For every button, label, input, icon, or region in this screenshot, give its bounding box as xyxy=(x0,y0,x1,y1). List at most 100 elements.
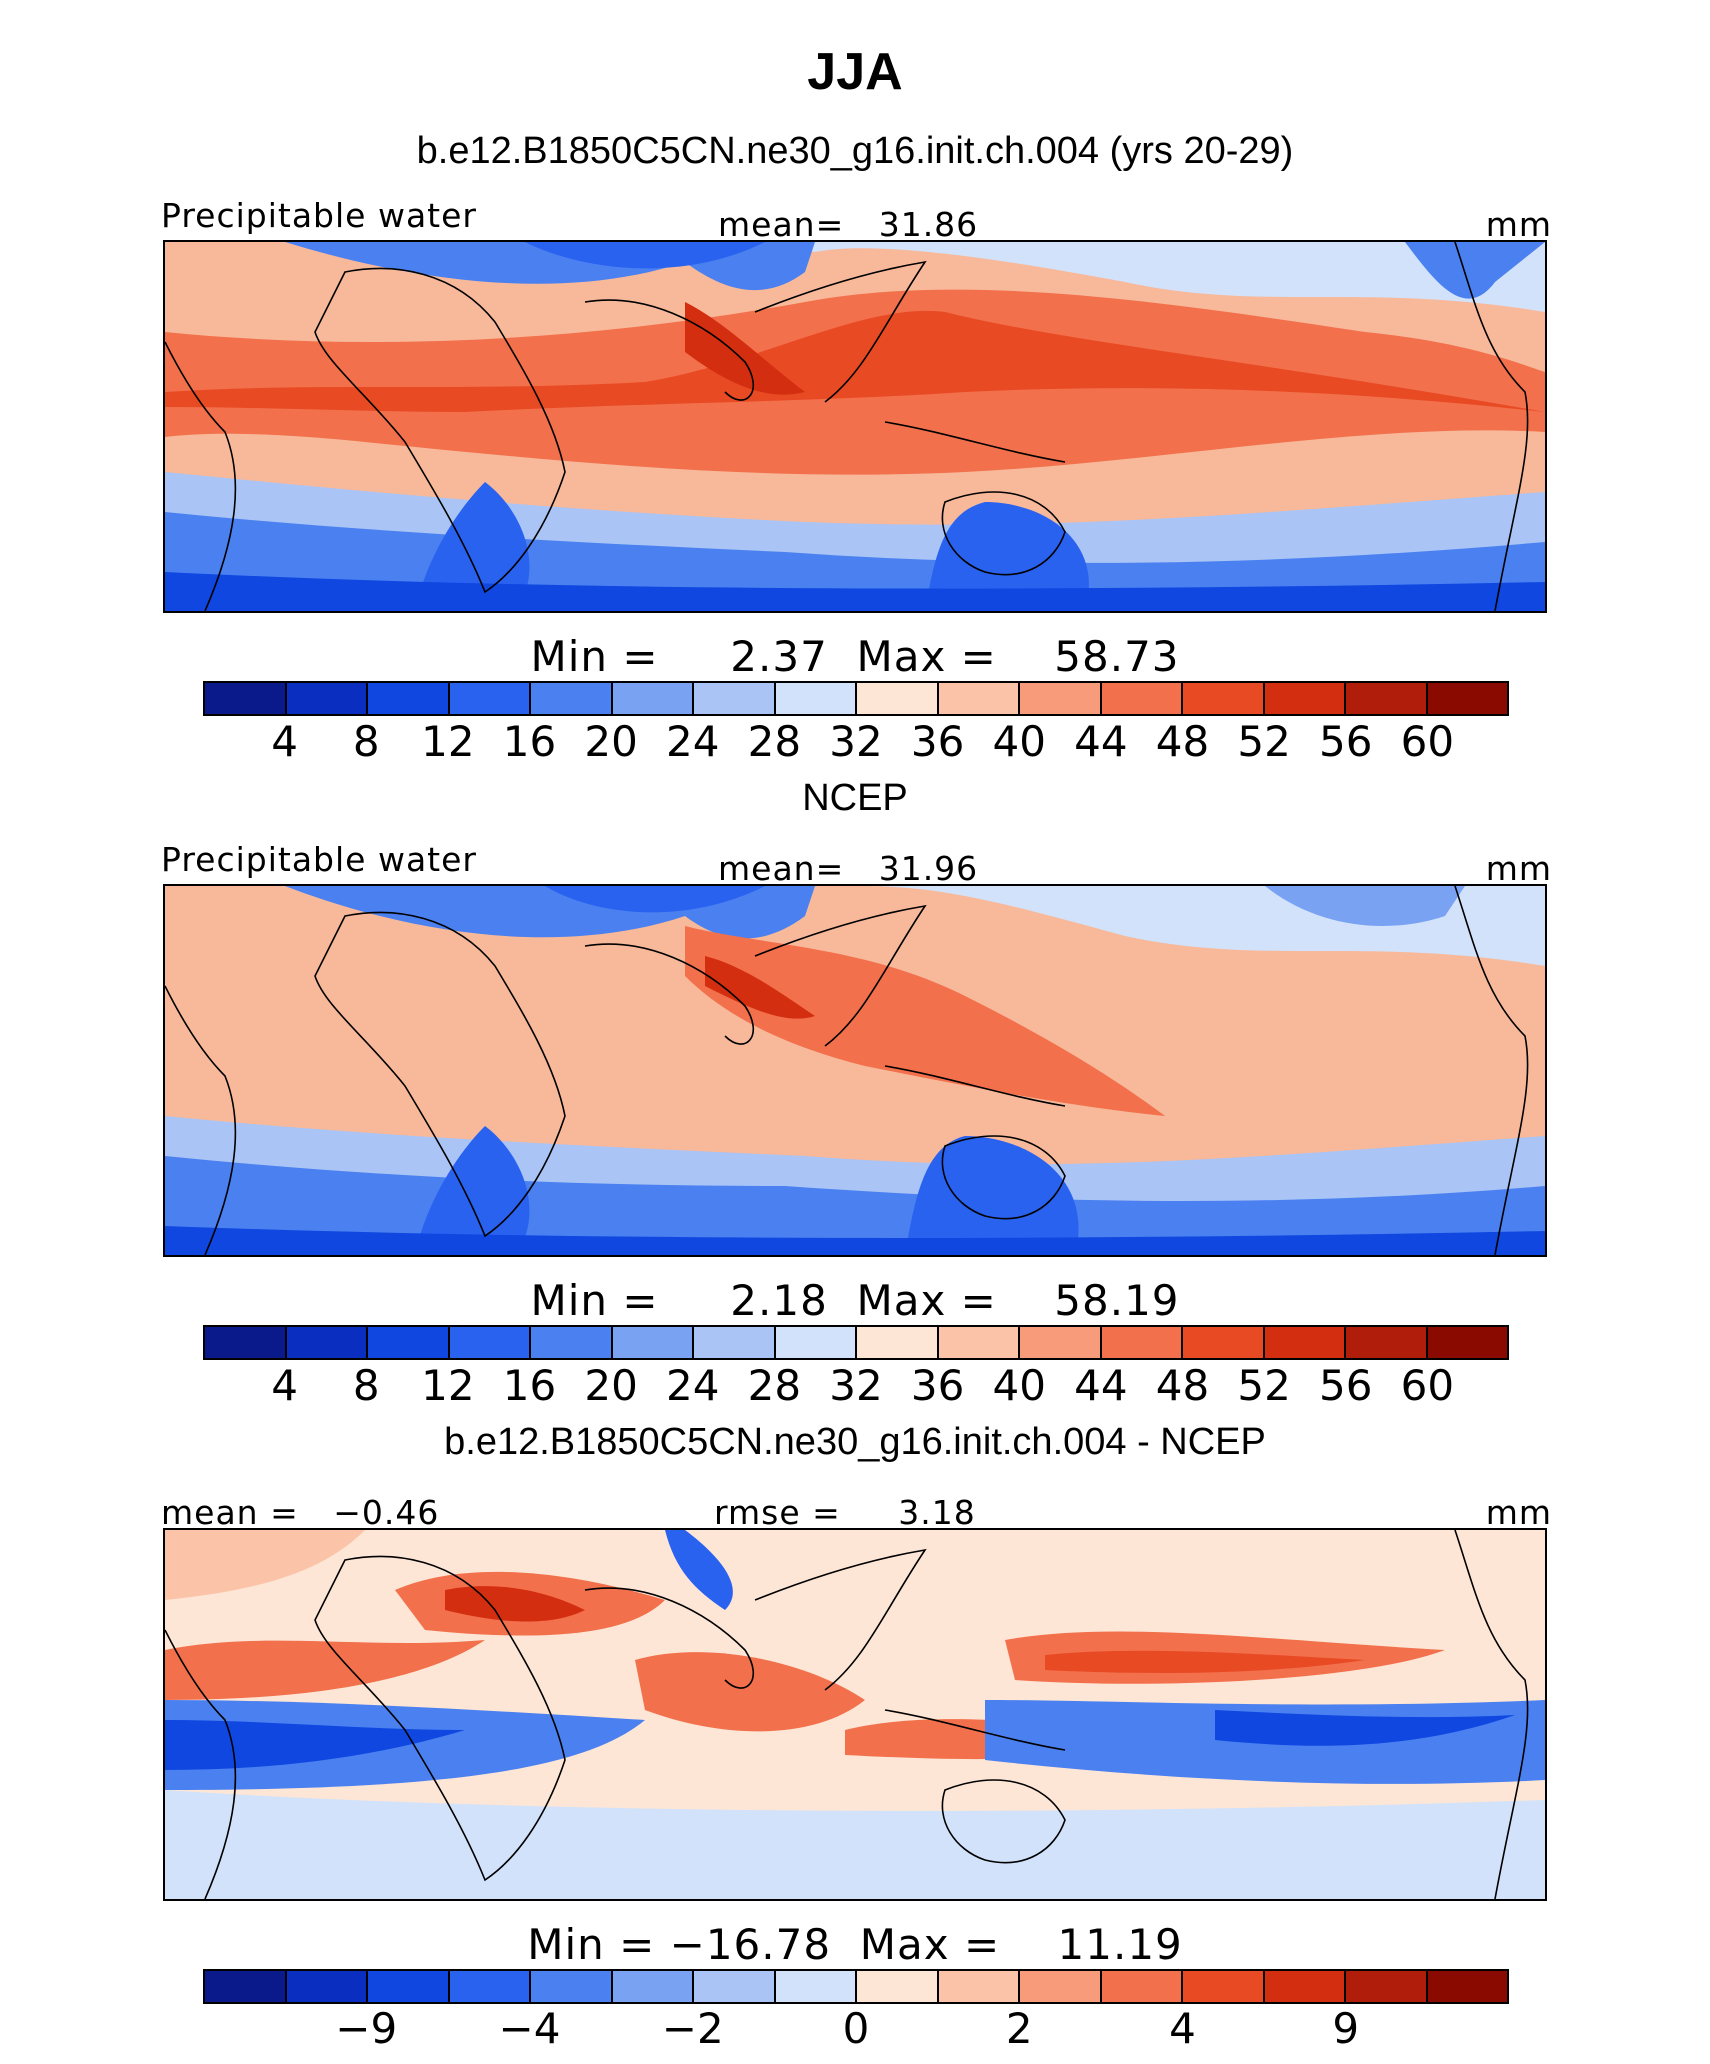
colorbar-tick-label: 32 xyxy=(829,717,883,766)
colorbar-tick-label: 9 xyxy=(1332,2004,1360,2053)
panel-2-units-label: mm xyxy=(1485,849,1552,888)
colorbar-swatch xyxy=(1427,683,1507,714)
colorbar-swatch xyxy=(1020,1327,1102,1358)
colorbar-swatch xyxy=(694,1971,776,2002)
colorbar-swatch xyxy=(1183,1327,1265,1358)
panel-1-map xyxy=(163,240,1547,613)
colorbar-swatch xyxy=(1101,1971,1183,2002)
colorbar-tick-label: 8 xyxy=(352,1361,380,1410)
colorbar-tick-label: 8 xyxy=(352,717,380,766)
panel-1-mean-label: mean= 31.86 xyxy=(718,205,979,244)
colorbar-swatch xyxy=(612,1971,694,2002)
colorbar-tick-label: 24 xyxy=(666,717,720,766)
colorbar-swatch xyxy=(449,683,531,714)
colorbar-swatch xyxy=(1346,683,1428,714)
colorbar-tick-label: 24 xyxy=(666,1361,720,1410)
colorbar-tick-label: 12 xyxy=(421,1361,475,1410)
colorbar-swatch xyxy=(612,683,694,714)
panel-3-mean-label: mean = −0.46 xyxy=(161,1493,440,1532)
colorbar-tick-label: 0 xyxy=(842,2004,870,2053)
colorbar-swatch xyxy=(1020,1971,1102,2002)
panel-2-min-max: Min = 2.18 Max = 58.19 xyxy=(530,1276,1180,1325)
colorbar-swatch xyxy=(205,1327,287,1358)
colorbar-tick-label: 40 xyxy=(992,717,1046,766)
colorbar-swatch xyxy=(775,1971,857,2002)
colorbar-tick-label: 40 xyxy=(992,1361,1046,1410)
colorbar-swatch xyxy=(694,683,776,714)
colorbar-swatch xyxy=(286,1327,368,1358)
colorbar-swatch xyxy=(449,1327,531,1358)
panel-3-colorbar-ticks: −9 −4 −2 0 2 4 9 xyxy=(0,2004,1710,2054)
panel-2-subtitle: NCEP xyxy=(802,777,908,819)
colorbar-tick-label: −2 xyxy=(661,2004,724,2053)
panel-1-min-max: Min = 2.37 Max = 58.73 xyxy=(530,632,1180,681)
panel-1-variable-label: Precipitable water xyxy=(161,196,477,235)
colorbar-swatch xyxy=(1264,683,1346,714)
colorbar-swatch xyxy=(531,683,613,714)
colorbar-swatch xyxy=(1264,1327,1346,1358)
colorbar-swatch xyxy=(938,683,1020,714)
colorbar-swatch xyxy=(857,1327,939,1358)
panel-3-units-label: mm xyxy=(1485,1493,1552,1532)
colorbar-swatch xyxy=(1264,1971,1346,2002)
colorbar-swatch xyxy=(1183,1971,1265,2002)
colorbar-tick-label: 56 xyxy=(1319,717,1373,766)
colorbar-tick-label: 56 xyxy=(1319,1361,1373,1410)
panel-2-mean-label: mean= 31.96 xyxy=(718,849,979,888)
colorbar-swatch xyxy=(775,1327,857,1358)
colorbar-swatch xyxy=(1183,683,1265,714)
colorbar-tick-label: −9 xyxy=(335,2004,398,2053)
panel-3-map xyxy=(163,1528,1547,1901)
colorbar-tick-label: 44 xyxy=(1074,717,1128,766)
colorbar-swatch xyxy=(205,1971,287,2002)
colorbar-tick-label: 16 xyxy=(502,1361,557,1410)
panel-1-subtitle: b.e12.B1850C5CN.ne30_g16.init.ch.004 (yr… xyxy=(416,130,1294,172)
panel-3-subtitle: b.e12.B1850C5CN.ne30_g16.init.ch.004 - N… xyxy=(444,1421,1266,1463)
colorbar-tick-label: 4 xyxy=(1169,2004,1196,2053)
colorbar-tick-label: 28 xyxy=(747,717,802,766)
panel-2-variable-label: Precipitable water xyxy=(161,840,477,879)
colorbar-tick-label: 52 xyxy=(1237,1361,1291,1410)
colorbar-tick-label: 60 xyxy=(1400,1361,1455,1410)
colorbar-swatch xyxy=(857,683,939,714)
colorbar-tick-label: 36 xyxy=(910,717,965,766)
colorbar-swatch xyxy=(1346,1971,1428,2002)
colorbar-tick-label: 20 xyxy=(584,1361,638,1410)
colorbar-swatch xyxy=(449,1971,531,2002)
colorbar-tick-label: 2 xyxy=(1005,2004,1033,2053)
colorbar-tick-label: 48 xyxy=(1155,717,1210,766)
colorbar-swatch xyxy=(938,1971,1020,2002)
colorbar-tick-label: 44 xyxy=(1074,1361,1128,1410)
colorbar-swatch xyxy=(775,683,857,714)
colorbar-tick-label: 20 xyxy=(584,717,638,766)
panel-1-colorbar-ticks: 4 8 12 16 20 24 28 32 36 40 44 48 52 56 60 xyxy=(0,717,1710,767)
colorbar-swatch xyxy=(1101,683,1183,714)
colorbar-swatch xyxy=(531,1971,613,2002)
colorbar-swatch xyxy=(531,1327,613,1358)
colorbar-swatch xyxy=(368,1971,450,2002)
colorbar-swatch xyxy=(1101,1327,1183,1358)
colorbar-swatch xyxy=(1427,1971,1507,2002)
colorbar-swatch xyxy=(205,683,287,714)
panel-1-colorbar xyxy=(203,681,1509,716)
colorbar-swatch xyxy=(368,1327,450,1358)
colorbar-swatch xyxy=(1020,683,1102,714)
colorbar-swatch xyxy=(857,1971,939,2002)
panel-3-colorbar xyxy=(203,1969,1509,2004)
colorbar-swatch xyxy=(612,1327,694,1358)
colorbar-tick-label: 36 xyxy=(910,1361,965,1410)
colorbar-tick-label: 52 xyxy=(1237,717,1291,766)
panel-3-min-max: Min = −16.78 Max = 11.19 xyxy=(527,1920,1183,1969)
colorbar-tick-label: 60 xyxy=(1400,717,1455,766)
panel-3-rmse-label: rmse = 3.18 xyxy=(714,1493,976,1532)
colorbar-tick-label: 4 xyxy=(271,1361,298,1410)
colorbar-swatch xyxy=(1346,1327,1428,1358)
colorbar-tick-label: 12 xyxy=(421,717,475,766)
panel-2-colorbar xyxy=(203,1325,1509,1360)
colorbar-swatch xyxy=(286,683,368,714)
colorbar-swatch xyxy=(694,1327,776,1358)
panel-2-colorbar-ticks: 4 8 12 16 20 24 28 32 36 40 44 48 52 56 60 xyxy=(0,1361,1710,1411)
page-title: JJA xyxy=(807,43,903,101)
colorbar-tick-label: 48 xyxy=(1155,1361,1210,1410)
colorbar-tick-label: 4 xyxy=(271,717,298,766)
